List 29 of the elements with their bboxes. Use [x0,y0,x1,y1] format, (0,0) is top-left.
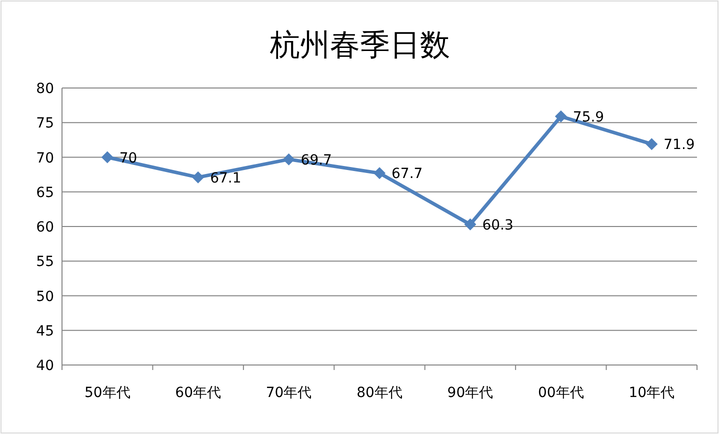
data-label: 60.3 [482,217,514,234]
data-label: 67.7 [392,166,423,182]
x-tick-label: 60年代 [175,385,221,401]
data-label: 67.1 [210,170,242,186]
point [646,138,658,150]
x-tick-label: 10年代 [628,385,675,401]
chart-title: 杭州春季日数 [269,28,450,63]
y-tick-label: 40 [36,358,54,374]
data-label: 75.9 [572,109,604,126]
point [554,110,567,122]
y-tick-label: 65 [36,184,54,201]
point [192,171,204,184]
point [282,153,295,166]
y-tick-label: 75 [36,116,54,132]
y-tick-label: 60 [36,220,54,236]
y-tick-label: 45 [36,323,54,340]
point [101,151,114,164]
y-tick-label: 80 [36,81,54,97]
y-tick-label: 50 [36,288,54,305]
data-label: 71.9 [664,137,695,154]
point [374,167,386,180]
x-tick-label: 70年代 [266,385,312,401]
x-tick-label: 90年代 [447,385,494,401]
x-tick-label: 00年代 [538,385,584,401]
y-tick-label: 70 [36,150,54,166]
point [464,218,476,230]
x-tick-label: 80年代 [356,385,402,401]
x-tick-label: 50年代 [84,385,130,401]
y-tick-label: 55 [36,254,54,270]
